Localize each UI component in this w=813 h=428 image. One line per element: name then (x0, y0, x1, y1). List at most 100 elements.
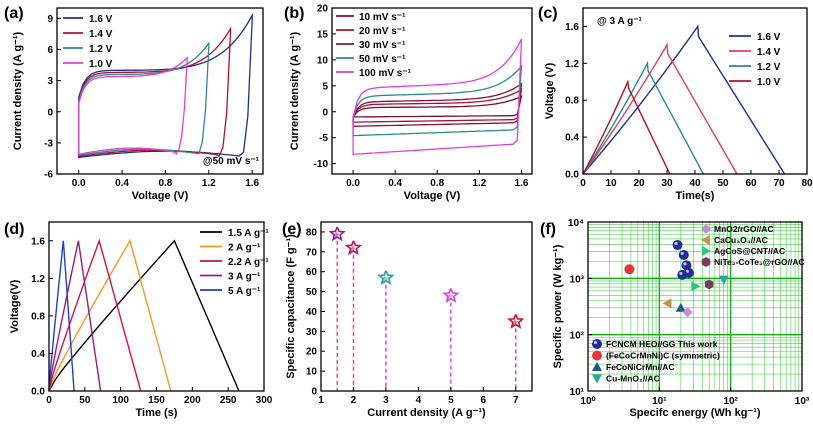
star-marker-fill (348, 245, 357, 252)
y-tick-label: 50 (306, 287, 318, 298)
y-tick-label: 1.6 (31, 236, 45, 247)
x-axis-label: Current density (A g⁻¹) (367, 407, 486, 419)
x-tick-label: 0.8 (158, 178, 172, 189)
legend-label: FeCoNiCrMn//AC (606, 362, 674, 372)
y-axis-label: Current density (A g⁻¹) (289, 31, 301, 150)
x-axis-label: Voltage (V) (404, 190, 461, 202)
legend-label: FCNCM HEO//GG This work (606, 339, 718, 349)
x-tick-label: 1 (318, 395, 324, 406)
panel-label: (e) (282, 221, 302, 238)
y-tick-label: 1.6 (565, 22, 579, 33)
marker-highlight (593, 340, 598, 345)
gcd-curve (48, 238, 142, 392)
chart-c: 0 10 20 30 40 50 60 70 80 0.0 0.4 0.8 1.2 1.6 Time(s) V… (538, 5, 813, 202)
circle-marker (677, 269, 688, 280)
plot-frame (331, 7, 533, 175)
x-tick-label: 30 (661, 178, 673, 189)
legend-label: 2.2 A g⁻¹ (228, 257, 269, 268)
legend-label: 1.0 V (89, 59, 113, 70)
triangle-left-marker (662, 298, 672, 309)
cv-curve-12V (78, 41, 210, 157)
y-tick-label: 60 (306, 267, 318, 278)
legend-label: 1.0 V (757, 77, 781, 88)
hexagon-marker (701, 257, 711, 267)
legend-label: 30 mV s⁻¹ (359, 40, 406, 51)
y-tick-label: -3 (44, 138, 53, 149)
triangle-left-marker (701, 235, 710, 245)
y-tick-label: 20 (306, 347, 318, 358)
cv-curve-scan (352, 95, 523, 118)
x-tick-label: 1.6 (245, 178, 259, 189)
panel-label: (d) (4, 221, 24, 238)
y-tick-label: 10⁴ (568, 218, 584, 229)
legend-label: 3 A g⁻¹ (228, 272, 261, 283)
star-marker (507, 314, 525, 329)
y-tick-label: 10² (570, 331, 585, 342)
x-axis-label: Time(s) (676, 190, 715, 202)
plot-frame (587, 221, 803, 392)
y-tick-label: -5 (319, 133, 328, 144)
x-tick-label: 50 (717, 178, 729, 189)
current-annotation: @ 3 A g⁻¹ (597, 16, 643, 27)
panel-label: (a) (4, 5, 24, 22)
y-axis-label: Voltage (V) (544, 62, 556, 119)
y-tick-label: 0.8 (565, 96, 579, 107)
star-marker-fill (381, 274, 389, 282)
y-tick-label: 20 (317, 4, 329, 15)
legend-label: Cu-MnO₂//AC (606, 374, 660, 384)
cv-curve-scan (352, 38, 523, 155)
cv-curve-14V (78, 26, 232, 158)
star-marker (377, 270, 395, 285)
star-marker (328, 226, 346, 242)
y-tick-label: -10 (314, 159, 329, 170)
x-tick-label: 5 (448, 395, 454, 406)
triangle-right-marker (702, 246, 711, 256)
triangle-up-marker (675, 302, 686, 312)
y-tick-label: 1.2 (565, 59, 579, 70)
legend-label: 20 mV s⁻¹ (359, 26, 406, 37)
x-tick-label: 6 (481, 395, 487, 406)
y-tick-label: 0.4 (31, 349, 45, 360)
x-tick-label: 10² (723, 396, 738, 407)
panel-label: (f) (540, 221, 556, 238)
gcd-curve (582, 60, 705, 175)
y-tick-label: -6 (44, 170, 53, 181)
x-tick-label: 4 (416, 395, 422, 406)
y-tick-label: 0.8 (31, 311, 45, 322)
gcd-curve (48, 239, 172, 392)
x-tick-label: 40 (689, 178, 701, 189)
chart-a: 0.0 0.4 0.8 1.2 1.6 -6 -3 0 3 6 9 Voltage (V) Curren… (4, 5, 264, 202)
y-tick-label: 0.0 (31, 387, 45, 398)
y-tick-label: 6 (47, 45, 53, 56)
legend-label: 5 A g⁻¹ (228, 286, 261, 297)
x-tick-label: 10¹ (652, 396, 667, 407)
marker-highlight (680, 251, 684, 256)
x-tick-label: 70 (773, 178, 785, 189)
x-axis-label: Voltage (V) (132, 190, 189, 202)
x-tick-label: 1.2 (472, 178, 486, 189)
marker-highlight (683, 262, 687, 266)
x-tick-label: 10⁰ (580, 396, 595, 407)
x-tick-label: 0.8 (430, 178, 444, 189)
circle-marker (592, 350, 602, 361)
scan-rate-annotation: @50 mV s⁻¹ (203, 156, 260, 167)
hexagon-marker (704, 279, 714, 290)
triangle-right-marker (691, 281, 701, 292)
star-marker-fill (511, 318, 519, 326)
x-tick-label: 250 (220, 395, 237, 406)
legend-label: 1.6 V (757, 32, 781, 43)
y-tick-label: 10 (317, 55, 329, 66)
legend-label: 1.5 A g⁻¹ (228, 228, 269, 239)
y-tick-label: 30 (306, 327, 318, 338)
y-tick-label: 10³ (570, 274, 585, 285)
gcd-curve (582, 79, 671, 175)
x-tick-label: 1.6 (515, 178, 529, 189)
x-tick-label: 0 (580, 178, 586, 189)
legend-label: 2 A g⁻¹ (228, 243, 261, 254)
legend-label: 10 mV s⁻¹ (359, 12, 406, 23)
marker-highlight (685, 269, 690, 273)
x-tick-label: 2 (351, 395, 357, 406)
legend-label: 50 mV s⁻¹ (359, 54, 406, 65)
y-tick-label: 10 (306, 367, 318, 378)
